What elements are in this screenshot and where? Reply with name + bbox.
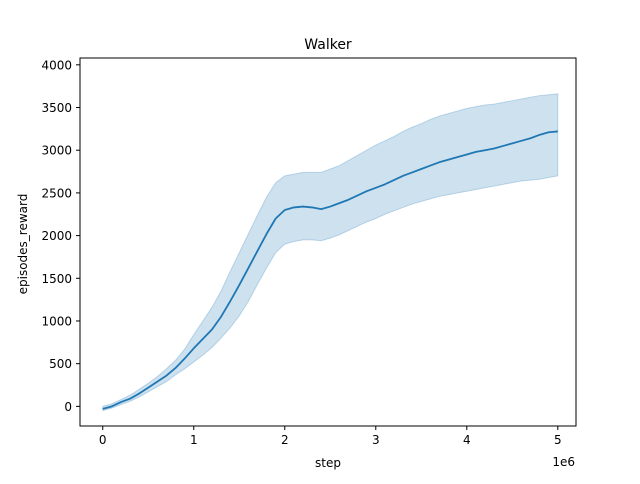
x-axis-ticks: 0 1 2 3 4 5 [99,426,562,447]
y-tick-label: 2000 [41,229,72,243]
axes-frame [79,57,577,427]
x-tick-label: 4 [463,433,471,447]
y-tick-label: 1500 [41,272,72,286]
confidence-band-layer [102,93,559,412]
y-tick-label: 2500 [41,186,72,200]
x-tick-label: 3 [372,433,380,447]
series-line-0 [102,130,558,410]
series-line-layer [102,130,558,410]
y-tick-label: 1000 [41,314,72,328]
x-axis-offset-label: 1e6 [552,455,575,469]
y-tick-label: 3500 [41,101,72,115]
y-tick-label: 4000 [41,58,72,72]
y-tick-label: 0 [64,400,72,414]
y-tick-label: 3000 [41,144,72,158]
x-axis-label: step [315,456,341,470]
confidence-band-0 [102,93,559,412]
y-axis-label: episodes_reward [16,194,30,295]
y-tick-label: 500 [49,357,72,371]
x-tick-label: 1 [190,433,198,447]
x-tick-label: 2 [281,433,289,447]
x-tick-label: 5 [554,433,562,447]
x-tick-label: 0 [99,433,107,447]
y-axis-ticks: 0 500 1000 1500 2000 2500 3000 3500 4000 [41,58,80,414]
chart-title: Walker [304,37,352,53]
